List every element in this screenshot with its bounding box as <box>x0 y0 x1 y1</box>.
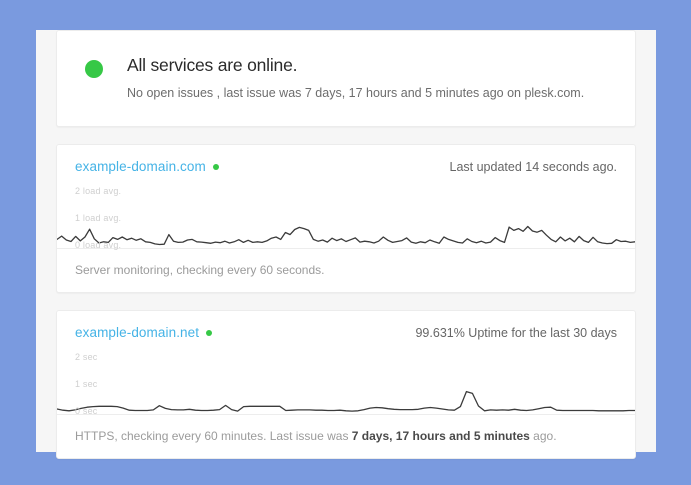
status-text-group: All services are online. No open issues … <box>127 53 584 102</box>
status-banner-card: All services are online. No open issues … <box>56 30 636 127</box>
footer-prefix: HTTPS, checking every 60 minutes. Last i… <box>75 429 352 443</box>
axis-tick-2: 2 load avg. <box>75 186 122 196</box>
chart-svg <box>57 350 635 414</box>
online-dot-icon <box>206 329 213 336</box>
footer-strong: 7 days, 17 hours and 5 minutes <box>351 429 530 443</box>
footer-suffix: ago. <box>529 429 557 443</box>
chart-svg <box>57 184 635 248</box>
monitor-meta: Last updated 14 seconds ago. <box>449 159 618 174</box>
axis-tick-0: 0 load avg. <box>75 240 122 250</box>
monitor-chart: 2 load avg. 1 load avg. 0 load avg. <box>57 184 635 250</box>
status-subtitle: No open issues , last issue was 7 days, … <box>127 86 585 100</box>
monitor-header: example-domain.com Last updated 14 secon… <box>57 145 635 184</box>
chart-baseline <box>57 248 635 249</box>
axis-tick-2: 2 sec <box>75 352 98 362</box>
domain-link[interactable]: example-domain.net <box>75 325 200 340</box>
monitor-card: example-domain.net 99.631% Uptime for th… <box>56 310 636 459</box>
domain-link[interactable]: example-domain.com <box>75 159 206 174</box>
monitor-chart: 2 sec 1 sec 0 sec <box>57 350 635 416</box>
monitor-footer: HTTPS, checking every 60 minutes. Last i… <box>57 415 635 458</box>
domain-group[interactable]: example-domain.com <box>75 159 219 174</box>
monitor-card: example-domain.com Last updated 14 secon… <box>56 144 636 293</box>
domain-group[interactable]: example-domain.net <box>75 325 213 340</box>
chart-baseline <box>57 414 635 415</box>
monitor-footer: Server monitoring, checking every 60 sec… <box>57 249 635 292</box>
page-surface: All services are online. No open issues … <box>36 30 656 459</box>
footer-prefix: Server monitoring, checking every 60 sec… <box>75 263 325 277</box>
axis-tick-1: 1 sec <box>75 379 98 389</box>
monitor-meta: 99.631% Uptime for the last 30 days <box>415 325 617 340</box>
monitor-header: example-domain.net 99.631% Uptime for th… <box>57 311 635 350</box>
online-dot-icon <box>212 163 219 170</box>
status-title: All services are online. <box>127 55 298 75</box>
axis-tick-1: 1 load avg. <box>75 213 122 223</box>
status-online-dot-icon <box>85 60 103 78</box>
status-row: All services are online. No open issues … <box>57 53 635 102</box>
axis-tick-0: 0 sec <box>75 406 98 416</box>
